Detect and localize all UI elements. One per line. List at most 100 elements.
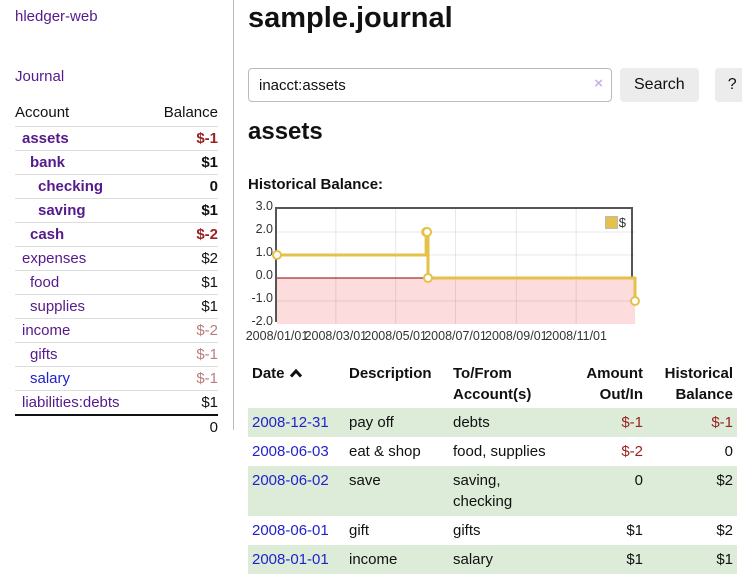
account-link[interactable]: liabilities:debts bbox=[22, 394, 120, 411]
account-row: liabilities:debts $1 bbox=[15, 390, 218, 416]
search-input[interactable] bbox=[248, 68, 612, 102]
chart-legend: $ bbox=[604, 215, 626, 230]
historical-balance-chart: 3.0 2.0 1.0 0.0 -1.0 -2.0 $ 2008/01/01 2008/03… bbox=[246, 199, 668, 348]
account-link[interactable]: salary bbox=[30, 370, 71, 387]
account-link[interactable]: supplies bbox=[30, 298, 86, 315]
help-button[interactable]: ? bbox=[714, 68, 742, 102]
chart-title: Historical Balance: bbox=[248, 176, 384, 193]
search-button[interactable]: Search bbox=[620, 68, 699, 102]
account-link[interactable]: checking bbox=[38, 178, 104, 195]
accounts-total-balance: 0 bbox=[148, 414, 218, 439]
account-balance: $-1 bbox=[148, 342, 218, 367]
transaction-date-link[interactable]: 2008-12-31 bbox=[252, 414, 329, 431]
legend-swatch-icon bbox=[604, 216, 618, 229]
account-row: gifts $-1 bbox=[15, 342, 218, 367]
legend-label: $ bbox=[618, 215, 626, 230]
x-tick-label: 2008/07/01 bbox=[424, 329, 487, 343]
register-cell-accounts: salary bbox=[453, 551, 494, 568]
register-cell-balance: $2 bbox=[716, 522, 733, 539]
register-cell-balance: $2 bbox=[716, 472, 733, 489]
register-cell-accounts: gifts bbox=[453, 522, 481, 539]
register-row: 2008-06-03 eat & shop food, supplies $-2 0 bbox=[248, 437, 737, 466]
account-link[interactable]: income bbox=[22, 322, 71, 339]
y-tick-label: 1.0 bbox=[255, 245, 273, 259]
register-header-historical: Historical Balance bbox=[664, 365, 733, 403]
register-cell-amount: $-2 bbox=[621, 443, 643, 460]
accounts-header-balance: Balance bbox=[148, 101, 218, 127]
nav-journal-link[interactable]: Journal bbox=[15, 68, 65, 85]
clear-search-icon[interactable]: × bbox=[594, 75, 603, 92]
account-balance: $-1 bbox=[148, 366, 218, 391]
account-link[interactable]: expenses bbox=[22, 250, 87, 267]
account-link[interactable]: saving bbox=[38, 202, 86, 219]
register-row: 2008-06-01 gift gifts $1 $2 bbox=[248, 516, 737, 545]
account-link[interactable]: food bbox=[30, 274, 60, 291]
y-tick-label: 3.0 bbox=[255, 199, 273, 213]
register-cell-date: 2008-06-02 bbox=[248, 466, 345, 516]
transaction-date-link[interactable]: 2008-06-03 bbox=[252, 443, 329, 460]
register-row: 2008-06-02 save saving, checking 0 $2 bbox=[248, 466, 737, 516]
register-header-amount: Amount Out/In bbox=[586, 365, 643, 403]
register-cell-description: save bbox=[349, 472, 381, 489]
search-form: × Search ? bbox=[248, 68, 742, 102]
register-cell-description: income bbox=[349, 551, 398, 568]
account-row: bank $1 bbox=[15, 150, 218, 175]
y-tick-label: 0.0 bbox=[255, 268, 273, 282]
register-cell-description: gift bbox=[349, 522, 370, 539]
register-cell-amount: $-1 bbox=[621, 414, 643, 431]
y-tick-label: 2.0 bbox=[255, 222, 273, 236]
account-link[interactable]: bank bbox=[30, 154, 66, 171]
account-row: expenses $2 bbox=[15, 246, 218, 271]
register-cell-amount: $1 bbox=[626, 551, 643, 568]
register-cell-balance: 0 bbox=[724, 443, 733, 460]
sidebar: hledger-web Journal Account Balance asse… bbox=[0, 0, 234, 439]
account-balance: $1 bbox=[148, 150, 218, 175]
y-tick-label: -1.0 bbox=[251, 291, 273, 305]
account-balance: $1 bbox=[148, 390, 218, 416]
register-header-tofrom: To/From Account(s) bbox=[453, 365, 532, 403]
account-balance: $-1 bbox=[148, 126, 218, 151]
x-tick-label: 2008/03/01 bbox=[304, 329, 368, 343]
page-title: sample.journal bbox=[248, 2, 453, 34]
register-cell-date: 2008-06-03 bbox=[248, 437, 345, 466]
register-cell-date: 2008-01-01 bbox=[248, 545, 345, 574]
transaction-date-link[interactable]: 2008-01-01 bbox=[252, 551, 329, 568]
x-tick-label: 2008/09/01 bbox=[485, 329, 548, 343]
account-row: salary $-1 bbox=[15, 366, 218, 391]
account-balance: 0 bbox=[148, 174, 218, 199]
y-tick-label: -2.0 bbox=[251, 314, 273, 328]
register-cell-accounts: saving, checking bbox=[453, 472, 513, 510]
x-tick-label: 2008/11/01 bbox=[545, 329, 607, 343]
register-row: 2008-12-31 pay off debts $-1 $-1 bbox=[248, 408, 737, 437]
account-balance: $-2 bbox=[148, 222, 218, 247]
account-balance: $2 bbox=[148, 246, 218, 271]
accounts-header-account: Account bbox=[15, 101, 149, 127]
register-cell-amount: $1 bbox=[626, 522, 643, 539]
account-link[interactable]: cash bbox=[30, 226, 65, 243]
transaction-date-link[interactable]: 2008-06-01 bbox=[252, 522, 329, 539]
register-cell-balance: $1 bbox=[716, 551, 733, 568]
account-balance: $1 bbox=[148, 294, 218, 319]
register-header-date[interactable]: Date bbox=[248, 360, 345, 408]
account-link[interactable]: gifts bbox=[30, 346, 58, 363]
app-title-link[interactable]: hledger-web bbox=[15, 8, 98, 25]
account-row: saving $1 bbox=[15, 198, 218, 223]
account-balance: $-2 bbox=[148, 318, 218, 343]
register-cell-description: pay off bbox=[349, 414, 394, 431]
account-row: income $-2 bbox=[15, 318, 218, 343]
chart-plot-area[interactable]: $ bbox=[272, 207, 640, 324]
register-cell-description: eat & shop bbox=[349, 443, 421, 460]
accounts-total-row: 0 bbox=[15, 414, 218, 439]
account-balance: $1 bbox=[148, 270, 218, 295]
account-row: cash $-2 bbox=[15, 222, 218, 247]
account-link[interactable]: assets bbox=[22, 130, 69, 147]
register-cell-accounts: debts bbox=[453, 414, 490, 431]
x-tick-label: 2008/05/01 bbox=[364, 329, 427, 343]
chart-canvas bbox=[272, 209, 640, 324]
register-row: 2008-01-01 income salary $1 $1 bbox=[248, 545, 737, 574]
register-cell-date: 2008-06-01 bbox=[248, 516, 345, 545]
account-balance: $1 bbox=[148, 198, 218, 223]
sort-ascending-icon[interactable] bbox=[289, 368, 303, 378]
transaction-date-link[interactable]: 2008-06-02 bbox=[252, 472, 329, 489]
